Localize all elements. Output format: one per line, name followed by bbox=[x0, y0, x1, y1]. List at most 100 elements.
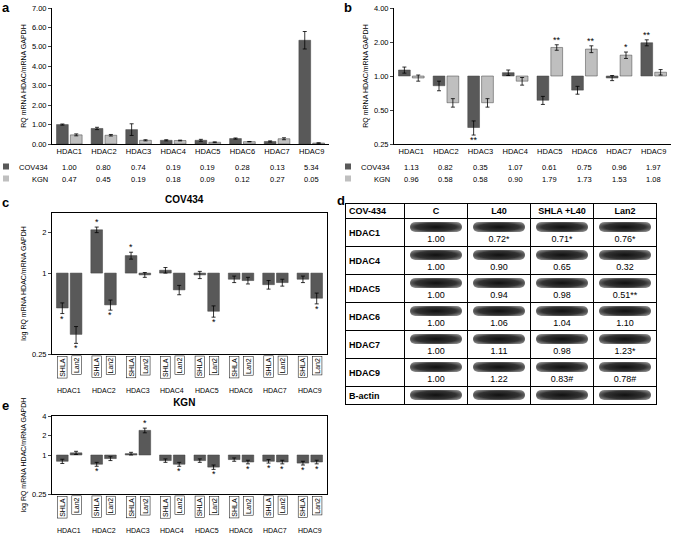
svg-text:*: * bbox=[315, 464, 319, 474]
svg-text:*: * bbox=[267, 463, 271, 473]
svg-text:0.25: 0.25 bbox=[374, 140, 389, 149]
svg-text:0.61: 0.61 bbox=[542, 163, 557, 172]
svg-text:SHLA: SHLA bbox=[231, 358, 238, 377]
svg-text:0.58: 0.58 bbox=[473, 175, 488, 184]
svg-text:COV434: COV434 bbox=[361, 163, 390, 172]
svg-text:HDAC9: HDAC9 bbox=[298, 527, 322, 534]
svg-text:SHLA: SHLA bbox=[265, 497, 272, 516]
svg-text:*: * bbox=[129, 242, 133, 252]
svg-text:HDAC5: HDAC5 bbox=[195, 527, 219, 534]
svg-text:*: * bbox=[95, 217, 99, 227]
svg-text:SHLA: SHLA bbox=[231, 498, 238, 517]
svg-text:1.00: 1.00 bbox=[374, 72, 389, 81]
svg-text:1: 1 bbox=[42, 269, 46, 278]
svg-text:7.00: 7.00 bbox=[32, 4, 47, 13]
svg-text:0.12: 0.12 bbox=[235, 175, 250, 184]
svg-text:HDAC3: HDAC3 bbox=[468, 147, 493, 156]
svg-text:HDAC6: HDAC6 bbox=[229, 527, 253, 534]
svg-text:0.75: 0.75 bbox=[577, 163, 592, 172]
svg-text:HDAC3: HDAC3 bbox=[126, 527, 150, 534]
svg-text:Lan2: Lan2 bbox=[107, 498, 114, 514]
svg-text:SHLA: SHLA bbox=[299, 498, 306, 517]
svg-text:0.00: 0.00 bbox=[32, 140, 47, 149]
svg-text:2: 2 bbox=[42, 431, 46, 440]
svg-text:SHLA: SHLA bbox=[59, 358, 66, 377]
svg-text:0.19: 0.19 bbox=[200, 163, 215, 172]
svg-text:Lan2: Lan2 bbox=[211, 358, 218, 374]
svg-text:HDAC1: HDAC1 bbox=[399, 147, 424, 156]
svg-text:HDAC5: HDAC5 bbox=[537, 147, 562, 156]
svg-text:3.00: 3.00 bbox=[32, 81, 47, 90]
svg-text:0.27: 0.27 bbox=[270, 175, 285, 184]
svg-text:COV434: COV434 bbox=[165, 195, 204, 205]
svg-text:*: * bbox=[280, 464, 284, 474]
svg-text:HDAC2: HDAC2 bbox=[433, 147, 458, 156]
svg-text:0.28: 0.28 bbox=[235, 163, 250, 172]
svg-text:RQ mRNA HDAC/mRNA GAPDH: RQ mRNA HDAC/mRNA GAPDH bbox=[362, 24, 370, 127]
svg-text:0.50: 0.50 bbox=[374, 106, 389, 115]
svg-text:Lan2: Lan2 bbox=[73, 497, 80, 513]
svg-text:0.82: 0.82 bbox=[438, 163, 453, 172]
svg-text:Lan2: Lan2 bbox=[314, 358, 321, 374]
svg-text:4.00: 4.00 bbox=[32, 62, 47, 71]
svg-text:HDAC9: HDAC9 bbox=[298, 387, 322, 394]
svg-text:*: * bbox=[95, 466, 99, 476]
svg-text:HDAC4: HDAC4 bbox=[160, 527, 184, 534]
svg-text:1.73: 1.73 bbox=[577, 175, 592, 184]
svg-text:Lan2: Lan2 bbox=[314, 498, 321, 514]
svg-text:RQ mRNA HDAC/mRNA GAPDH: RQ mRNA HDAC/mRNA GAPDH bbox=[20, 24, 28, 127]
svg-text:5.34: 5.34 bbox=[304, 163, 319, 172]
svg-text:Lan2: Lan2 bbox=[279, 358, 286, 374]
svg-text:6.00: 6.00 bbox=[32, 23, 47, 32]
svg-text:log RQ mRNA HDAC/mRNA GAPDH: log RQ mRNA HDAC/mRNA GAPDH bbox=[20, 398, 28, 512]
svg-text:0.09: 0.09 bbox=[200, 175, 215, 184]
svg-text:HDAC4: HDAC4 bbox=[502, 147, 527, 156]
svg-text:HDAC5: HDAC5 bbox=[195, 147, 220, 156]
svg-text:*: * bbox=[212, 317, 216, 327]
svg-text:0.25: 0.25 bbox=[32, 350, 47, 359]
svg-text:HDAC9: HDAC9 bbox=[641, 147, 666, 156]
svg-text:0.47: 0.47 bbox=[62, 175, 77, 184]
svg-text:2.00: 2.00 bbox=[374, 38, 389, 47]
svg-text:*: * bbox=[212, 469, 216, 479]
svg-text:HDAC7: HDAC7 bbox=[263, 387, 287, 394]
svg-text:Lan2: Lan2 bbox=[245, 358, 252, 374]
svg-text:SHLA: SHLA bbox=[299, 358, 306, 377]
svg-text:KGN: KGN bbox=[173, 398, 195, 408]
svg-text:0.13: 0.13 bbox=[270, 163, 285, 172]
svg-text:0.96: 0.96 bbox=[404, 175, 419, 184]
svg-text:SHLA: SHLA bbox=[59, 498, 66, 517]
svg-text:HDAC1: HDAC1 bbox=[57, 527, 81, 534]
svg-text:Lan2: Lan2 bbox=[176, 498, 183, 514]
svg-text:COV434: COV434 bbox=[19, 163, 48, 172]
svg-text:0.19: 0.19 bbox=[131, 175, 146, 184]
svg-text:HDAC5: HDAC5 bbox=[195, 387, 219, 394]
svg-text:0.35: 0.35 bbox=[473, 163, 488, 172]
svg-text:1.08: 1.08 bbox=[646, 175, 661, 184]
svg-text:Lan2: Lan2 bbox=[279, 498, 286, 514]
svg-text:log RQ mRNA HDAC/mRNA GAPDH: log RQ mRNA HDAC/mRNA GAPDH bbox=[20, 226, 28, 341]
svg-text:**: ** bbox=[470, 135, 478, 145]
svg-text:0.96: 0.96 bbox=[612, 163, 627, 172]
svg-text:1.13: 1.13 bbox=[404, 163, 419, 172]
svg-text:Lan2: Lan2 bbox=[142, 358, 149, 374]
svg-text:HDAC2: HDAC2 bbox=[92, 387, 116, 394]
svg-text:HDAC1: HDAC1 bbox=[57, 147, 82, 156]
svg-text:SHLA: SHLA bbox=[128, 358, 135, 377]
svg-text:KGN: KGN bbox=[32, 175, 48, 184]
svg-text:HDAC4: HDAC4 bbox=[160, 147, 185, 156]
svg-text:Lan2: Lan2 bbox=[73, 357, 80, 373]
svg-text:SHLA: SHLA bbox=[162, 358, 169, 377]
svg-text:Lan2: Lan2 bbox=[176, 358, 183, 374]
svg-text:*: * bbox=[108, 310, 112, 320]
svg-text:*: * bbox=[143, 418, 147, 428]
svg-text:5.00: 5.00 bbox=[32, 42, 47, 51]
svg-text:SHLA: SHLA bbox=[265, 357, 272, 376]
svg-text:0.58: 0.58 bbox=[438, 175, 453, 184]
svg-text:*: * bbox=[177, 466, 181, 476]
svg-text:2.00: 2.00 bbox=[32, 101, 47, 110]
svg-text:HDAC1: HDAC1 bbox=[57, 387, 81, 394]
svg-text:HDAC2: HDAC2 bbox=[92, 527, 116, 534]
svg-text:KGN: KGN bbox=[374, 175, 390, 184]
svg-text:1.00: 1.00 bbox=[62, 163, 77, 172]
